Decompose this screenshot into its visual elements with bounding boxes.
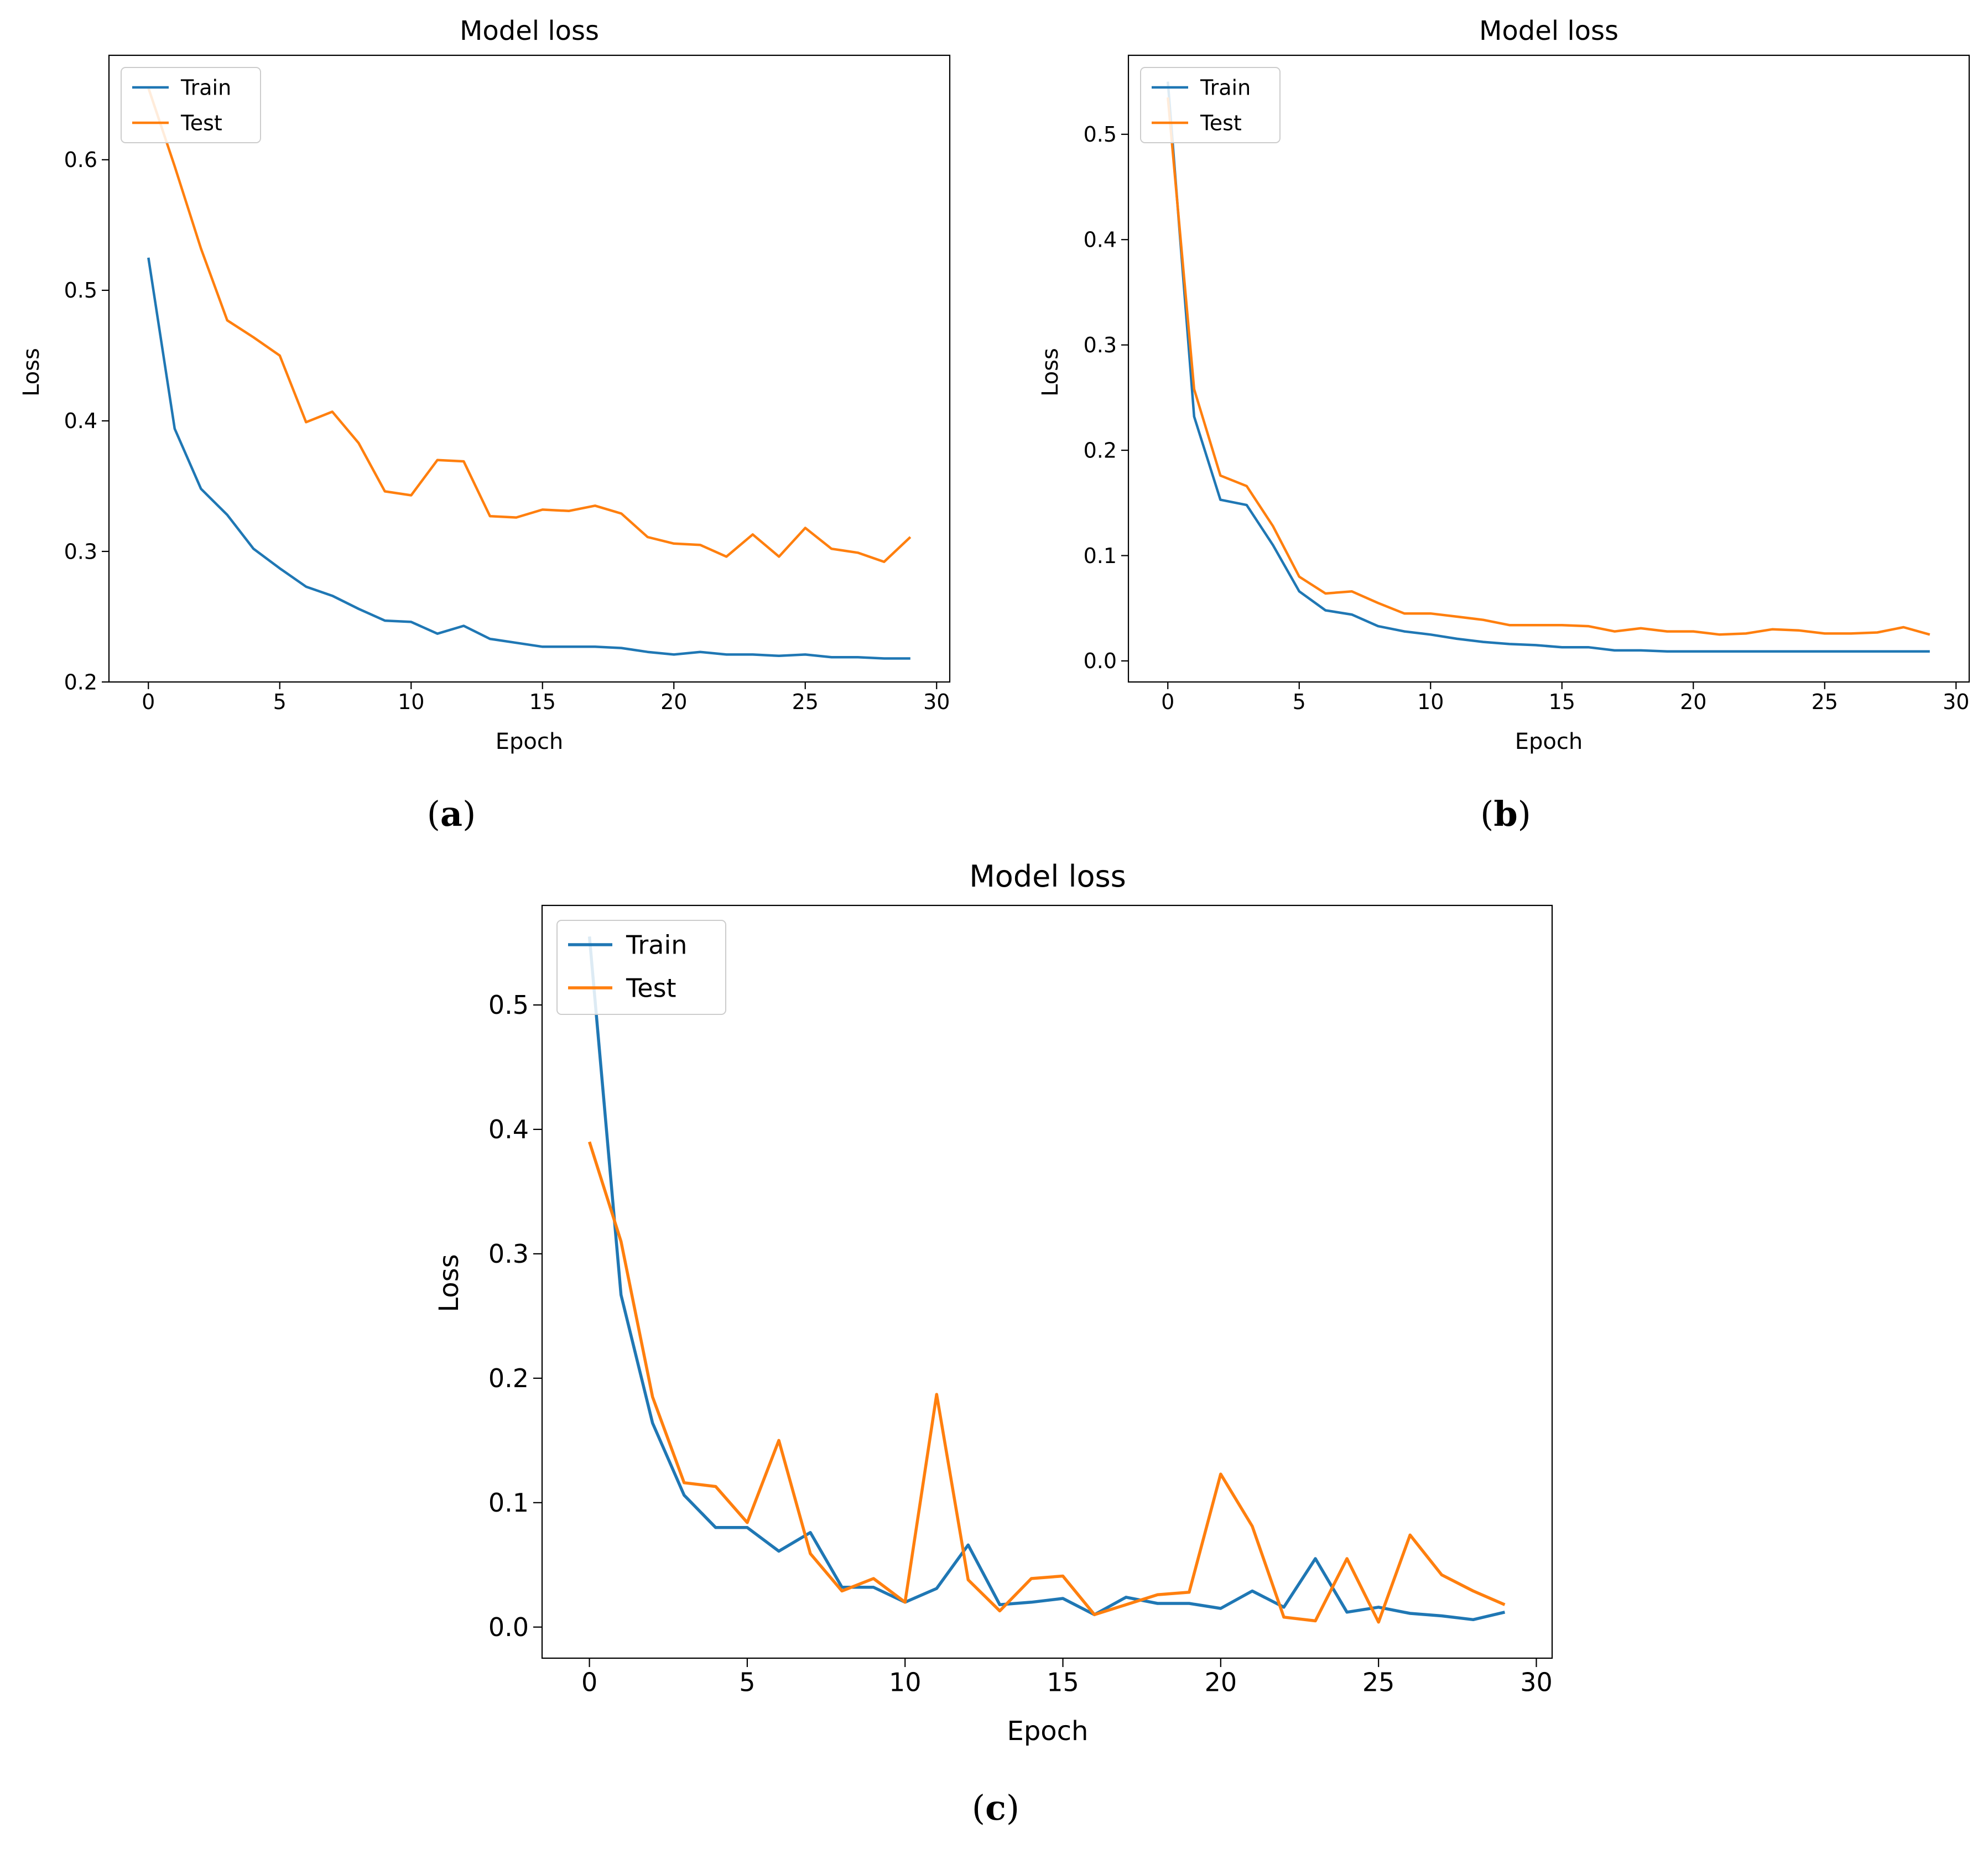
series-line-train — [147, 257, 910, 660]
series-line-train — [587, 936, 1506, 1622]
x-axis-label: Epoch — [1007, 1716, 1089, 1747]
panel-caption: (b) — [1480, 794, 1531, 834]
panel-caption-label: c — [985, 1788, 1006, 1828]
x-tick-label: 20 — [1680, 690, 1706, 714]
legend: Train Test — [1140, 67, 1281, 143]
chart-title: Model loss — [1479, 15, 1618, 46]
x-tick-label: 10 — [889, 1668, 922, 1697]
y-tick-label: 0.2 — [64, 670, 97, 694]
y-tick-label: 0.2 — [488, 1363, 529, 1393]
x-tick-label: 5 — [1293, 690, 1306, 714]
panel-caption-label: a — [440, 794, 462, 834]
x-tick-label: 30 — [1520, 1668, 1553, 1697]
x-tick-label: 25 — [1362, 1668, 1395, 1697]
panel-caption-label: b — [1493, 794, 1517, 834]
chart-panel-a: Model loss Epoch Loss (a) 0 5 10 15 20 25 30 0.… — [19, 15, 951, 834]
y-axis-label: Loss — [1038, 348, 1063, 397]
x-tick-label: 10 — [1417, 690, 1444, 714]
legend: Train Test — [556, 920, 726, 1015]
chart-panel-c: Model loss Epoch Loss (c) 0 5 10 15 20 25 30 0.… — [434, 859, 1553, 1828]
y-tick-label: 0.3 — [488, 1239, 529, 1269]
x-tick-label: 15 — [1047, 1668, 1079, 1697]
x-tick-label: 0 — [142, 690, 155, 714]
x-tick-label: 25 — [792, 690, 819, 714]
x-tick-label: 20 — [1205, 1668, 1237, 1697]
panel-caption: (a) — [427, 794, 476, 834]
x-tick-label: 15 — [1549, 690, 1575, 714]
series-line-test — [1167, 97, 1930, 636]
x-tick-label: 15 — [529, 690, 556, 714]
y-tick-label: 0.1 — [488, 1488, 529, 1518]
x-tick-label: 30 — [1943, 690, 1969, 714]
y-tick-label: 0.5 — [64, 278, 97, 303]
legend: Train Test — [121, 67, 261, 143]
chart-title: Model loss — [969, 859, 1126, 894]
legend-label-test: Test — [626, 973, 676, 1003]
x-tick-label: 5 — [739, 1668, 755, 1697]
legend-label-train: Train — [180, 76, 231, 100]
x-tick-label: 0 — [581, 1668, 597, 1697]
y-tick-label: 0.3 — [1084, 333, 1117, 357]
y-tick-label: 0.6 — [64, 148, 97, 172]
x-tick-label: 20 — [660, 690, 687, 714]
chart-title: Model loss — [460, 15, 599, 46]
legend-label-test: Test — [1200, 111, 1242, 136]
x-tick-label: 30 — [923, 690, 950, 714]
series-line-train — [1167, 81, 1930, 653]
x-tick-label: 5 — [273, 690, 287, 714]
x-tick-label: 10 — [398, 690, 424, 714]
y-tick-label: 0.0 — [488, 1612, 529, 1642]
legend-label-test: Test — [180, 111, 222, 136]
x-axis-label: Epoch — [496, 729, 563, 754]
y-tick-label: 0.5 — [488, 990, 529, 1020]
y-tick-label: 0.0 — [1084, 649, 1117, 673]
panel-caption: (c) — [972, 1788, 1019, 1828]
y-tick-label: 0.5 — [1084, 122, 1117, 147]
y-tick-label: 0.2 — [1084, 438, 1117, 462]
x-tick-label: 25 — [1812, 690, 1838, 714]
y-axis-label: Loss — [434, 1254, 465, 1312]
legend-label-train: Train — [626, 930, 687, 960]
plot-area-frame — [108, 54, 951, 683]
plot-area-frame — [541, 904, 1553, 1659]
x-axis-label: Epoch — [1515, 729, 1583, 754]
y-tick-label: 0.4 — [64, 409, 97, 433]
x-tick-label: 0 — [1161, 690, 1174, 714]
legend-label-train: Train — [1200, 76, 1251, 100]
plot-area-frame — [1127, 54, 1970, 683]
y-tick-label: 0.4 — [1084, 228, 1117, 252]
y-axis-label: Loss — [19, 348, 44, 397]
y-tick-label: 0.1 — [1084, 544, 1117, 568]
series-line-test — [587, 1141, 1506, 1624]
y-tick-label: 0.4 — [488, 1114, 529, 1144]
chart-panel-b: Model loss Epoch Loss (b) 0 5 10 15 20 25 30 0.… — [1038, 15, 1970, 834]
series-line-test — [147, 87, 912, 564]
y-tick-label: 0.3 — [64, 539, 97, 564]
